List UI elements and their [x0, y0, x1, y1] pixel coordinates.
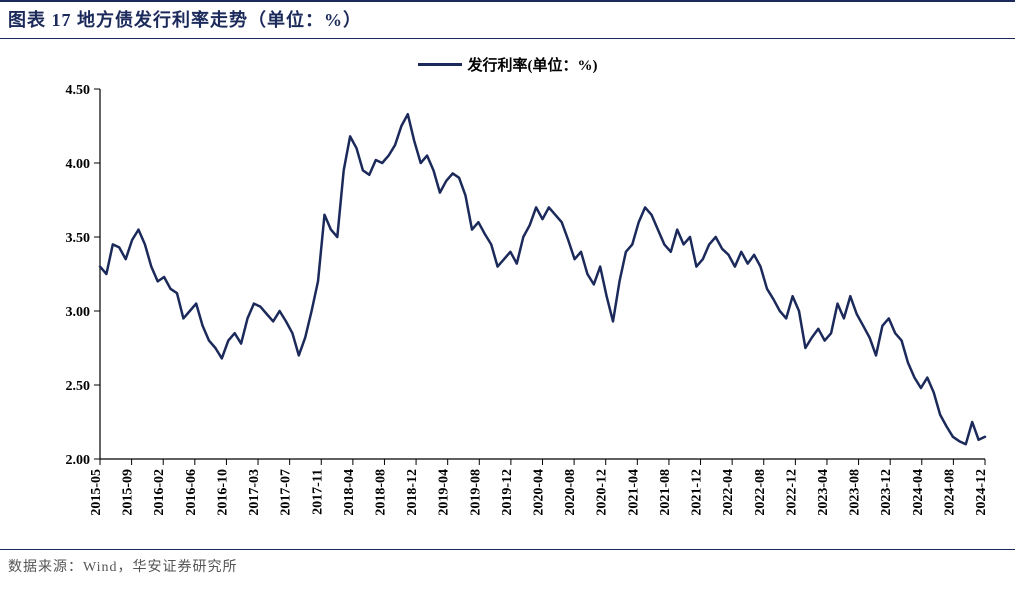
svg-text:2016-10: 2016-10	[215, 469, 230, 516]
svg-text:2017-11: 2017-11	[310, 469, 325, 515]
figure-wrapper: 图表 17 地方债发行利率走势（单位：%） 发行利率(单位：%) 2.00 2.5…	[0, 0, 1015, 576]
svg-text:2017-07: 2017-07	[279, 469, 294, 516]
svg-text:2019-12: 2019-12	[500, 469, 515, 516]
svg-text:2022-04: 2022-04	[721, 469, 736, 516]
svg-text:2017-03: 2017-03	[247, 469, 262, 516]
source-text: 数据来源：Wind，华安证券研究所	[8, 560, 238, 575]
svg-text:2023-04: 2023-04	[816, 469, 831, 516]
svg-text:2018-08: 2018-08	[373, 469, 388, 516]
svg-text:2024-08: 2024-08	[942, 469, 957, 516]
chart-area: 2.00 2.50 3.00 3.50 4.00 4.50 2015-05 2015-09 20…	[0, 79, 1015, 549]
svg-text:2018-04: 2018-04	[342, 469, 357, 516]
svg-text:2020-04: 2020-04	[532, 469, 547, 516]
legend: 发行利率(单位：%)	[0, 39, 1015, 79]
svg-text:3.50: 3.50	[66, 231, 91, 246]
svg-text:2015-09: 2015-09	[121, 469, 136, 516]
svg-text:2015-05: 2015-05	[89, 469, 104, 516]
svg-text:2020-12: 2020-12	[595, 469, 610, 516]
svg-text:4.50: 4.50	[66, 83, 91, 98]
svg-text:2024-04: 2024-04	[911, 469, 926, 516]
svg-text:2018-12: 2018-12	[405, 469, 420, 516]
chart-title: 图表 17 地方债发行利率走势（单位：%）	[8, 10, 362, 30]
svg-text:2019-08: 2019-08	[468, 469, 483, 516]
svg-text:4.00: 4.00	[66, 157, 91, 172]
svg-text:2024-12: 2024-12	[974, 469, 989, 516]
svg-text:2023-08: 2023-08	[848, 469, 863, 516]
chart-svg: 2.00 2.50 3.00 3.50 4.00 4.50 2015-05 2015-09 20…	[0, 79, 1015, 549]
svg-text:2022-12: 2022-12	[784, 469, 799, 516]
legend-item: 发行利率(单位：%)	[418, 54, 598, 75]
title-bar: 图表 17 地方债发行利率走势（单位：%）	[0, 0, 1015, 39]
legend-label: 发行利率(单位：%)	[468, 54, 598, 75]
svg-text:2021-12: 2021-12	[690, 469, 705, 516]
source-line: 数据来源：Wind，华安证券研究所	[0, 549, 1015, 576]
svg-text:2022-08: 2022-08	[753, 469, 768, 516]
svg-text:2021-04: 2021-04	[626, 469, 641, 516]
svg-text:2020-08: 2020-08	[563, 469, 578, 516]
svg-text:2.00: 2.00	[66, 453, 91, 468]
svg-text:2023-12: 2023-12	[879, 469, 894, 516]
svg-text:2016-06: 2016-06	[184, 469, 199, 516]
legend-swatch	[418, 63, 462, 66]
svg-text:2.50: 2.50	[66, 379, 91, 394]
svg-text:2021-08: 2021-08	[658, 469, 673, 516]
svg-text:2016-02: 2016-02	[152, 469, 167, 516]
svg-text:2019-04: 2019-04	[437, 469, 452, 516]
svg-text:3.00: 3.00	[66, 305, 91, 320]
